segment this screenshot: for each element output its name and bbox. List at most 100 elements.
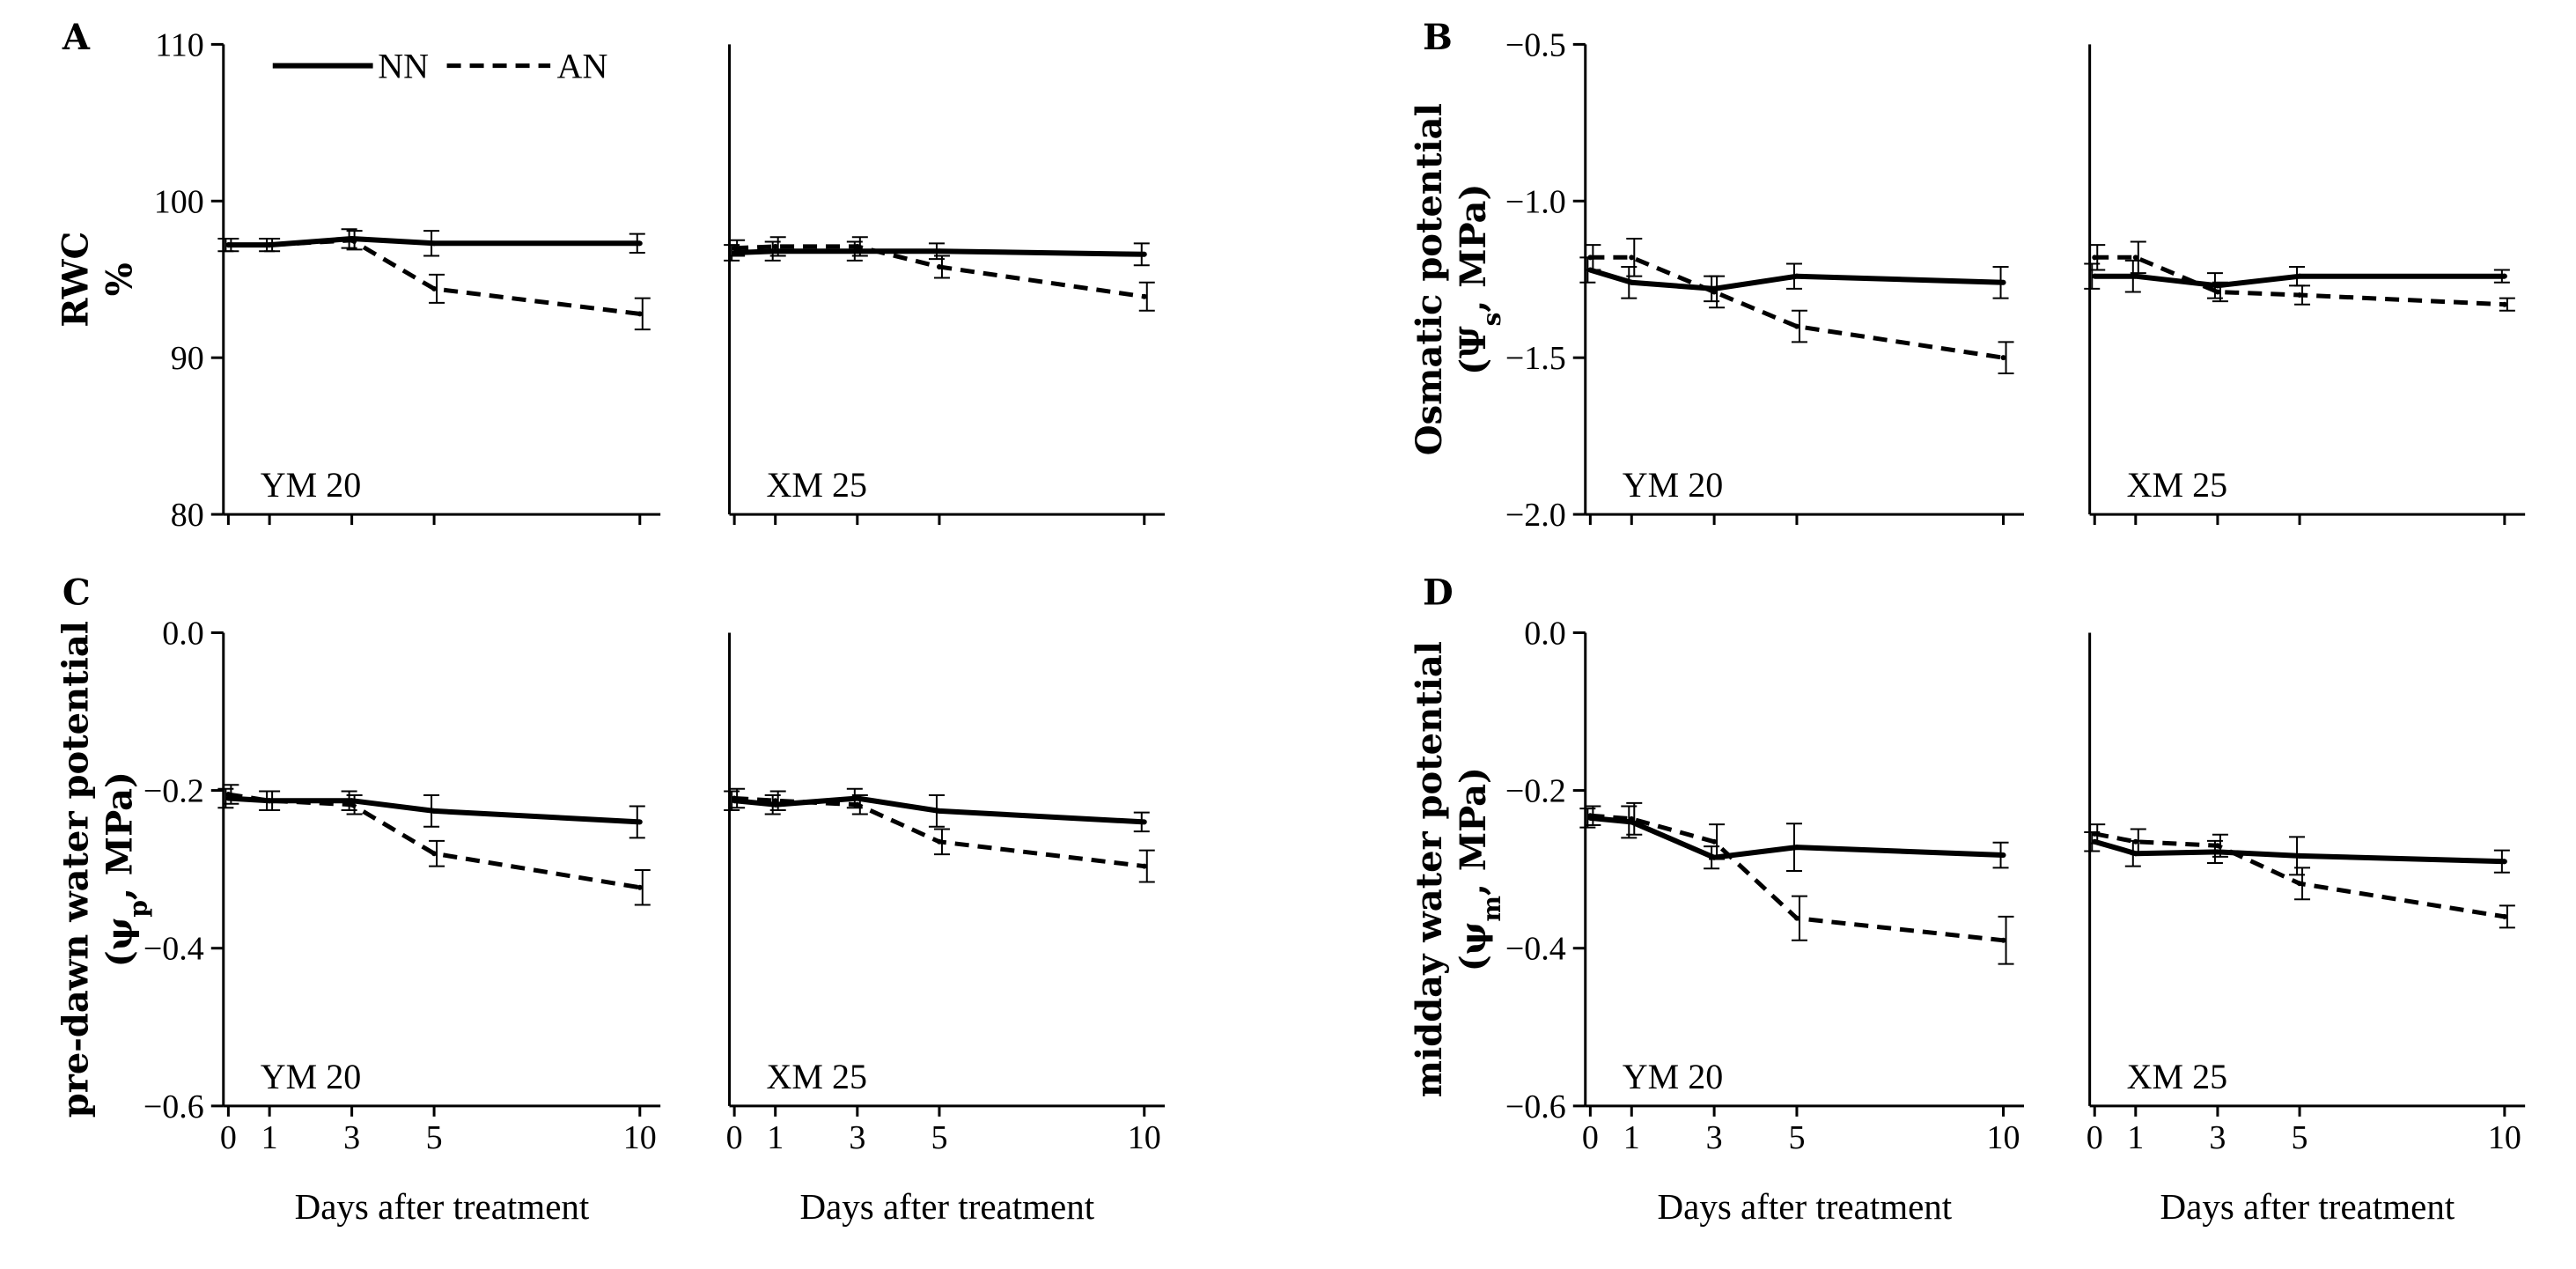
y-axis-label: midday water potential <box>1409 641 1450 1097</box>
subplot-ym-20: YM 20 <box>217 228 661 526</box>
data-point-nn <box>1141 251 1147 257</box>
subplot-name: YM 20 <box>1623 1057 1723 1096</box>
y-tick-label: −1.5 <box>1505 340 1566 377</box>
data-point-nn <box>349 798 355 804</box>
x-tick-label: 3 <box>2209 1119 2226 1156</box>
data-point-an <box>1793 915 1800 921</box>
x-axis-label: Days after treatment <box>1658 1186 1953 1227</box>
subplot-name: YM 20 <box>1623 465 1723 505</box>
data-point-nn <box>2297 852 2303 859</box>
data-point-an <box>2214 289 2220 295</box>
data-point-an <box>732 795 738 801</box>
data-point-an <box>431 285 438 291</box>
data-point-an <box>2132 255 2138 261</box>
data-point-an <box>431 851 438 857</box>
data-point-nn <box>225 795 232 801</box>
y-unit-separator: , <box>1453 871 1494 896</box>
x-tick-label: 0 <box>726 1119 743 1156</box>
x-axis-label: Days after treatment <box>2160 1186 2455 1227</box>
data-point-an <box>1587 255 1593 261</box>
panel-label: C <box>63 572 91 614</box>
y-tick-label: 110 <box>155 26 204 63</box>
data-point-nn <box>2501 859 2507 865</box>
data-point-an <box>772 243 778 249</box>
data-point-nn <box>1629 279 1635 285</box>
data-point-an <box>1793 323 1800 329</box>
data-point-nn <box>2132 273 2138 279</box>
legend-label-an: AN <box>557 47 608 86</box>
y-axis-label: RWC <box>55 232 97 328</box>
subplot-name: YM 20 <box>261 1057 361 1096</box>
y-unit-subscript: s <box>1477 313 1506 327</box>
y-unit-symbol: ψ <box>99 918 141 951</box>
y-unit-separator: , <box>1453 288 1494 313</box>
y-tick-label: 100 <box>154 183 204 220</box>
x-tick-label: 1 <box>1623 1119 1640 1156</box>
x-tick-label: 5 <box>426 1119 443 1156</box>
subplot-xm-25: 0 1 3 5 10 Days after treatment XM 25 <box>724 632 1166 1227</box>
y-tick-label: 0.0 <box>162 615 204 652</box>
y-axis-label: Osmatic potential <box>1409 103 1450 455</box>
data-point-an <box>2092 830 2098 837</box>
y-tick-label: −1.0 <box>1505 183 1566 220</box>
y-axis-unit-label: (ψm, MPa) <box>1453 767 1506 971</box>
legend-label-nn: NN <box>378 47 429 86</box>
panel-label: B <box>1423 17 1453 58</box>
y-unit-close: ) <box>1453 767 1494 784</box>
data-point-an <box>1141 293 1147 299</box>
x-tick-label: 10 <box>1128 1119 1161 1156</box>
y-tick-label: −0.5 <box>1505 26 1566 63</box>
data-point-nn <box>431 808 438 814</box>
x-axis-label: Days after treatment <box>799 1186 1094 1227</box>
data-point-nn <box>2214 849 2220 855</box>
x-tick-label: 3 <box>343 1119 360 1156</box>
data-point-an <box>772 798 778 804</box>
y-unit-close: ) <box>99 771 141 788</box>
x-tick-label: 0 <box>1582 1119 1599 1156</box>
data-point-an <box>267 798 273 804</box>
data-point-an <box>936 264 942 270</box>
y-unit-close: ) <box>1453 184 1494 201</box>
x-tick-label: 1 <box>767 1119 784 1156</box>
data-point-an <box>637 884 643 890</box>
data-point-an <box>1711 838 1718 845</box>
y-tick-label: −0.2 <box>1505 773 1566 810</box>
data-point-an <box>225 242 232 248</box>
data-point-nn <box>2297 273 2303 279</box>
data-point-an <box>2501 301 2507 307</box>
subplot-name: XM 25 <box>2127 1057 2227 1096</box>
subplot-name: XM 25 <box>767 1057 867 1096</box>
data-point-an <box>1629 255 1635 261</box>
data-point-nn <box>2000 852 2006 859</box>
x-tick-label: 10 <box>1987 1119 2020 1156</box>
data-point-nn <box>936 808 942 814</box>
data-point-nn <box>637 819 643 825</box>
data-point-an <box>1141 863 1147 869</box>
y-tick-label: −0.6 <box>144 1088 204 1125</box>
x-tick-label: 5 <box>2292 1119 2308 1156</box>
y-unit-subscript: p <box>123 900 152 918</box>
data-point-nn <box>2092 273 2098 279</box>
panel-label: D <box>1423 572 1454 614</box>
data-point-nn <box>772 801 778 808</box>
y-unit-open: ( <box>1453 955 1494 971</box>
x-tick-label: 5 <box>931 1119 947 1156</box>
panel-label: A <box>62 17 91 58</box>
y-unit-symbol: ψ <box>1453 922 1494 955</box>
data-point-an <box>2214 843 2220 849</box>
y-tick-label: −0.4 <box>1505 931 1566 968</box>
data-point-an <box>349 237 355 243</box>
y-tick-label: 0.0 <box>1524 615 1566 652</box>
data-point-nn <box>854 248 860 255</box>
y-axis-unit-label: % <box>99 262 141 296</box>
y-axis-unit-label: (ψp, MPa) <box>99 771 153 967</box>
y-unit-open: ( <box>1453 358 1494 375</box>
subplot-ym-20: 0 1 3 5 10 Days after treatment YM 20 <box>217 784 661 1227</box>
data-point-nn <box>732 249 738 255</box>
y-unit-separator: , <box>99 875 141 900</box>
y-tick-label: −0.6 <box>1505 1088 1566 1125</box>
subplot-ym-20: 0 1 3 5 10 Days after treatment YM 20 <box>1579 801 2024 1227</box>
data-point-nn <box>431 240 438 247</box>
x-tick-label: 3 <box>849 1119 865 1156</box>
